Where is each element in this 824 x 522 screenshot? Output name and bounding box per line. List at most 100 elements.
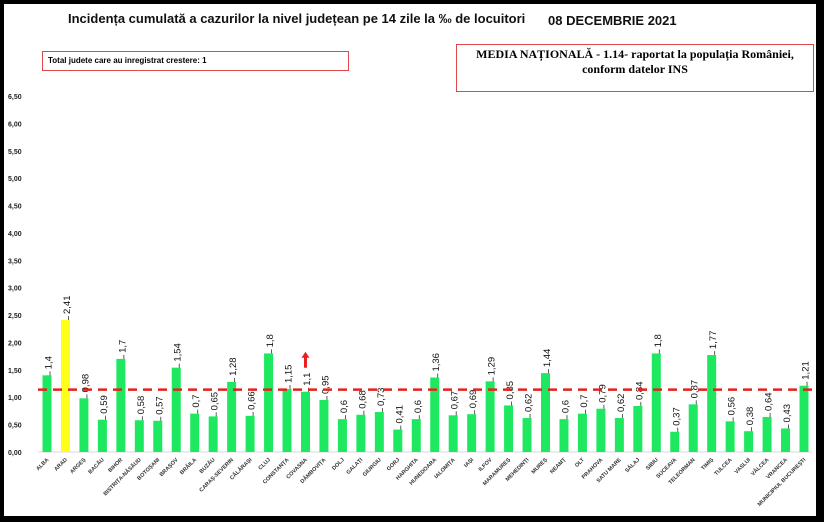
x-tick-label: BUZĂU [198,456,217,475]
data-label: 1,54 [173,343,184,362]
bar [97,419,107,452]
bar [393,429,403,452]
x-tick-label: SIBIU [645,457,660,472]
y-tick-label: 0,50 [8,423,22,430]
data-label: 1,4 [44,356,55,369]
x-tick-label: ILFOV [478,457,494,473]
bar [134,420,144,452]
data-label: 0,6 [560,400,571,413]
x-tick-label: CARAȘ-SEVERIN [199,457,235,493]
x-tick-label: NEAMȚ [549,457,568,476]
bar [245,415,255,452]
y-tick-label: 6,00 [8,121,22,128]
y-tick-label: 2,50 [8,313,22,320]
data-label: 1,28 [228,357,239,376]
data-label: 0,57 [154,396,165,415]
data-label: 0,65 [210,392,221,411]
bar [614,418,624,452]
bar [707,355,717,452]
x-tick-label: ALBA [35,457,50,472]
bar [208,416,218,452]
x-tick-label: BRĂILA [178,456,198,476]
bar [448,415,458,452]
data-label: 0,64 [764,392,775,411]
bar [541,373,551,452]
bar [688,404,698,452]
x-tick-label: ARGEȘ [69,457,87,475]
bar [227,381,237,452]
data-label: 1,36 [431,353,442,372]
arrow-up-icon [301,351,310,368]
bar [79,398,89,452]
y-tick-label: 3,50 [8,258,22,265]
y-tick-label: 3,00 [8,286,22,293]
bar [264,353,274,452]
bar [282,389,292,452]
data-label: 0,41 [394,405,405,424]
bar [670,431,680,452]
data-label: 0,98 [80,374,91,393]
data-label: 0,6 [413,400,424,413]
y-tick-label: 4,50 [8,204,22,211]
y-tick-label: 0,00 [8,450,22,457]
bar [116,358,126,452]
bar [559,419,569,452]
data-label: 1,15 [284,365,295,384]
data-label: 0,37 [671,407,682,426]
bar [153,420,163,452]
bar [799,385,809,452]
x-tick-label: BRAȘOV [159,457,180,478]
bar [171,367,181,452]
data-label: 1,8 [653,334,664,347]
bar [356,414,366,452]
x-tick-label: GIURGIU [362,457,383,478]
bar [744,431,754,452]
y-tick-label: 4,00 [8,231,22,238]
data-label: 0,6 [339,400,350,413]
data-label: 0,7 [191,394,202,407]
y-tick-label: 6,50 [8,94,22,101]
chart-title: Incidența cumulată a cazurilor la nivel … [68,11,526,26]
x-tick-label: BACĂU [87,456,106,475]
data-label: 0,68 [357,390,368,409]
x-tick-label: OLT [574,457,586,469]
data-label: 0,73 [376,388,387,407]
x-tick-label: TULCEA [714,457,734,477]
bar [651,353,661,452]
bar [300,391,310,452]
data-label: 1,44 [542,349,553,368]
data-label: 0,7 [579,394,590,407]
bar [467,414,477,452]
data-label: 0,56 [727,397,738,416]
data-label: 0,87 [690,380,701,399]
bar [337,419,347,452]
data-label: 2,41 [62,296,73,315]
data-label: 0,66 [247,391,258,410]
increase-count-note: Total judete care au inregistrat crester… [42,51,349,71]
national-average-box: MEDIA NAȚIONALĂ - 1.14- raportat la popu… [456,44,814,92]
x-tick-label: ARAD [53,457,68,472]
x-tick-label: CLUJ [258,457,272,471]
data-label: 1,8 [265,334,276,347]
data-label: 1,29 [487,357,498,376]
x-tick-label: IAȘI [463,457,475,469]
chart-date: 08 DECEMBRIE 2021 [548,13,677,28]
data-label: 0,59 [99,395,110,414]
bar [504,405,514,452]
bar [374,412,384,452]
data-label: 1,1 [302,373,313,386]
y-tick-label: 1,00 [8,395,22,402]
data-label: 1,77 [708,331,719,350]
bar [42,375,52,452]
bar [319,399,329,452]
x-tick-label: MUREȘ [531,457,550,476]
x-tick-label: SĂLAJ [624,456,642,474]
bar [762,416,772,452]
x-tick-label: BIHOR [107,457,124,474]
bar [190,413,200,452]
bar [60,320,70,452]
bar [596,408,606,452]
data-label: 0,58 [136,396,147,415]
